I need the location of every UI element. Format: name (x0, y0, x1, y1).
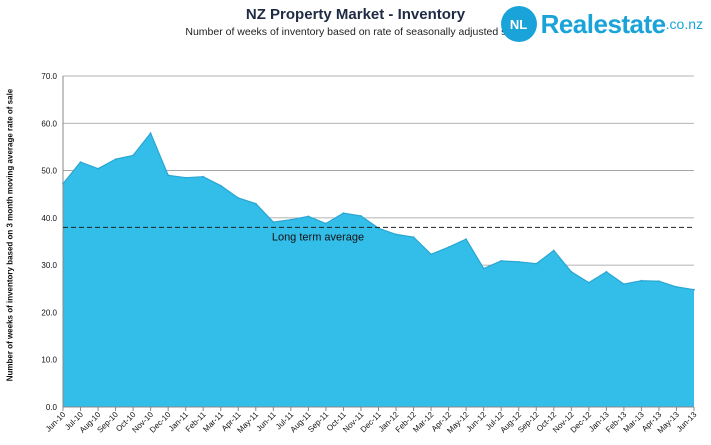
data-point (587, 281, 590, 284)
data-point (114, 158, 117, 161)
realestate-logo[interactable]: NL Realestate .co.nz (500, 6, 703, 42)
y-tick-label: 40.0 (41, 214, 57, 223)
data-point (79, 161, 82, 164)
x-tick-label: Mar-11 (201, 410, 225, 434)
y-tick-label: 70.0 (41, 72, 57, 81)
data-point (149, 132, 152, 135)
data-point (97, 167, 99, 170)
data-point (658, 280, 660, 283)
data-point (535, 262, 538, 265)
data-point (482, 267, 485, 270)
data-point (412, 236, 415, 239)
x-tick-label: Jun-11 (255, 410, 279, 434)
data-point (184, 176, 187, 179)
data-point (325, 222, 327, 225)
data-point (500, 260, 503, 262)
y-tick-label: 50.0 (41, 167, 57, 176)
chart-subtitle: Number of weeks of inventory based on ra… (185, 26, 526, 38)
data-point (623, 283, 625, 285)
data-point (377, 227, 380, 230)
chart-title: NZ Property Market - Inventory (245, 6, 466, 23)
data-point (693, 288, 695, 291)
long-term-average-label: Long term average (272, 231, 364, 243)
data-point (237, 197, 240, 199)
data-point (517, 260, 520, 263)
y-tick-label: 60.0 (41, 119, 57, 128)
y-tick-label: 30.0 (41, 261, 57, 270)
y-tick-label: 20.0 (41, 308, 57, 317)
logo-suffix: .co.nz (665, 16, 703, 32)
x-tick-label: Jun-12 (464, 410, 488, 434)
data-point (430, 253, 432, 256)
inventory-area (63, 133, 694, 407)
data-point (254, 202, 257, 205)
data-point (167, 174, 170, 177)
data-point (640, 279, 643, 282)
data-point (202, 175, 205, 178)
logo-name: Realestate (540, 8, 667, 39)
logo-badge-icon: NL (500, 6, 537, 42)
x-tick-label: Sep-11 (306, 410, 331, 435)
y-tick-label: 10.0 (41, 356, 57, 365)
data-point (675, 286, 678, 288)
data-point (290, 218, 292, 221)
x-tick-label: Jun-10 (44, 410, 68, 434)
data-point (395, 233, 397, 236)
data-point (307, 215, 310, 218)
y-tick-label: 0.0 (46, 403, 58, 412)
data-point (447, 246, 450, 249)
data-point (570, 270, 573, 273)
data-point (342, 212, 345, 215)
data-point (605, 270, 608, 273)
data-point (360, 215, 362, 217)
data-point (552, 249, 555, 252)
data-point (272, 221, 275, 224)
data-point (465, 238, 467, 241)
x-tick-label: Jun-13 (675, 410, 699, 434)
data-point (132, 154, 135, 157)
data-point (219, 184, 222, 187)
